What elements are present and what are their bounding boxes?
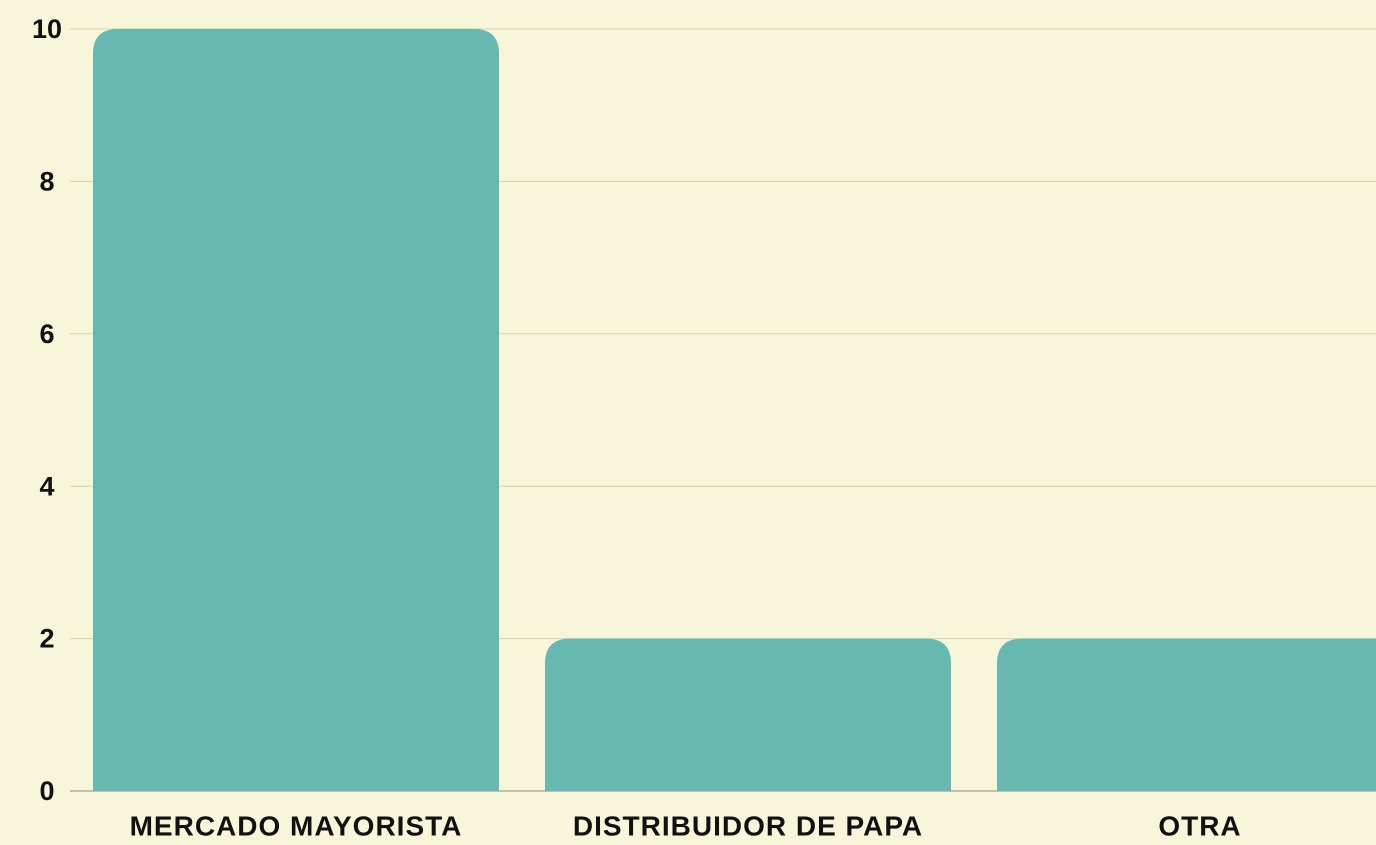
y-tick-label: 2 — [39, 624, 54, 654]
bar — [93, 29, 499, 791]
x-tick-label: OTRA — [1158, 810, 1241, 841]
x-tick-label: MERCADO MAYORISTA — [130, 810, 463, 841]
y-tick-label: 10 — [32, 14, 62, 44]
bar — [997, 638, 1376, 791]
y-tick-label: 8 — [39, 167, 54, 197]
x-tick-label: DISTRIBUIDOR DE PAPA — [573, 810, 923, 841]
y-tick-label: 4 — [39, 471, 54, 501]
y-tick-label: 0 — [39, 776, 54, 806]
bar — [545, 638, 951, 791]
y-tick-label: 6 — [39, 319, 54, 349]
